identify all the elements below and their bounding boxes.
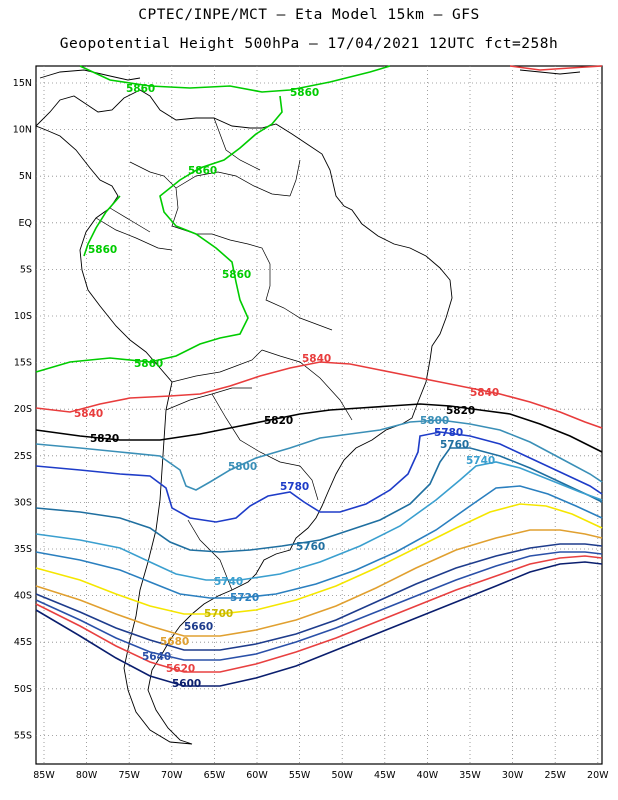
contour-5800 — [35, 419, 603, 491]
contour-label: 5780 — [280, 481, 309, 493]
longitude-label: 50W — [331, 770, 353, 781]
latitude-label: 10N — [13, 125, 32, 136]
latitude-label: 15N — [13, 78, 32, 89]
contour-label: 5840 — [470, 387, 499, 399]
contour-label: 5720 — [230, 592, 259, 604]
contour-5740 — [35, 461, 603, 581]
longitude-label: 20W — [587, 770, 609, 781]
longitude-label: 30W — [502, 770, 524, 781]
map-title-line1: CPTEC/INPE/MCT – Eta Model 15km – GFS — [138, 7, 480, 23]
contour-label: 5840 — [302, 353, 331, 365]
caribbean-coast — [39, 69, 581, 81]
contour-labels: 5860 5860 5860 5860 5860 5860 5840 5840 … — [74, 83, 499, 690]
longitude-label: 85W — [33, 770, 55, 781]
contour-5860 — [35, 65, 391, 373]
contour-5780 — [35, 431, 603, 523]
contour-label: 5860 — [88, 244, 117, 256]
contour-5820 — [35, 403, 603, 453]
contour-5640 — [35, 551, 603, 661]
latitude-label: 20S — [14, 404, 32, 415]
contour-5680 — [35, 529, 603, 637]
contour-label: 5860 — [290, 87, 319, 99]
contour-label: 5860 — [222, 269, 251, 281]
longitude-label: 35W — [459, 770, 481, 781]
latitude-label: 5N — [19, 171, 32, 182]
longitude-label: 65W — [204, 770, 226, 781]
contour-label: 5700 — [204, 608, 233, 620]
longitude-label: 25W — [544, 770, 566, 781]
latitude-label: 55S — [14, 730, 32, 741]
contour-label: 5820 — [446, 405, 475, 417]
map-frame — [35, 65, 603, 765]
contour-label: 5840 — [74, 408, 103, 420]
latitude-label: 15S — [14, 358, 32, 369]
latitude-label: 35S — [14, 544, 32, 555]
longitude-label: 40W — [417, 770, 439, 781]
contour-label: 5740 — [214, 576, 243, 588]
contour-label: 5640 — [142, 651, 171, 663]
longitude-label: 60W — [246, 770, 268, 781]
contour-label: 5660 — [184, 621, 213, 633]
contour-5600 — [35, 561, 603, 687]
contour-label: 5600 — [172, 678, 201, 690]
country-borders — [95, 117, 353, 591]
contour-label: 5740 — [466, 455, 495, 467]
latitude-label: EQ — [19, 218, 32, 229]
map-title-line2: Geopotential Height 500hPa – 17/04/2021 … — [59, 36, 559, 52]
contour-label: 5820 — [264, 415, 293, 427]
contour-5620 — [35, 555, 603, 673]
longitude-labels: 85W 80W 75W 70W 65W 60W 55W 50W 45W 40W 35W 30W 25W 2… — [33, 770, 609, 781]
latitude-label: 30S — [14, 497, 32, 508]
latitude-label: 50S — [14, 684, 32, 695]
contour-label: 5860 — [126, 83, 155, 95]
contour-label: 5800 — [420, 415, 449, 427]
longitude-label: 80W — [76, 770, 98, 781]
coastlines — [35, 69, 581, 745]
latitude-label: 10S — [14, 311, 32, 322]
latitude-label: 40S — [14, 591, 32, 602]
latitude-label: 45S — [14, 637, 32, 648]
longitude-label: 70W — [161, 770, 183, 781]
contour-label: 5620 — [166, 663, 195, 675]
contour-label: 5860 — [188, 165, 217, 177]
contour-label: 5800 — [228, 461, 257, 473]
longitude-label: 45W — [374, 770, 396, 781]
contour-5720 — [35, 485, 603, 599]
contour-label: 5820 — [90, 433, 119, 445]
south-america-coastline — [35, 89, 453, 745]
contour-label: 5860 — [134, 358, 163, 370]
latitude-label: 25S — [14, 451, 32, 462]
contour-label: 5760 — [440, 439, 469, 451]
contour-label: 5680 — [160, 636, 189, 648]
contour-lines — [35, 65, 603, 687]
contour-5700 — [35, 503, 603, 615]
latitude-label: 5S — [20, 264, 32, 275]
longitude-label: 75W — [118, 770, 140, 781]
longitude-label: 55W — [289, 770, 311, 781]
contour-label: 5760 — [296, 541, 325, 553]
contour-label: 5780 — [434, 427, 463, 439]
contour-5660 — [35, 543, 603, 651]
contour-5840 — [35, 65, 603, 429]
latitude-labels: 15N 10N 5N EQ 5S 10S 15S 20S 25S 30S 35S 40S 45S 50S 5… — [13, 78, 32, 741]
contour-5760 — [35, 447, 603, 553]
